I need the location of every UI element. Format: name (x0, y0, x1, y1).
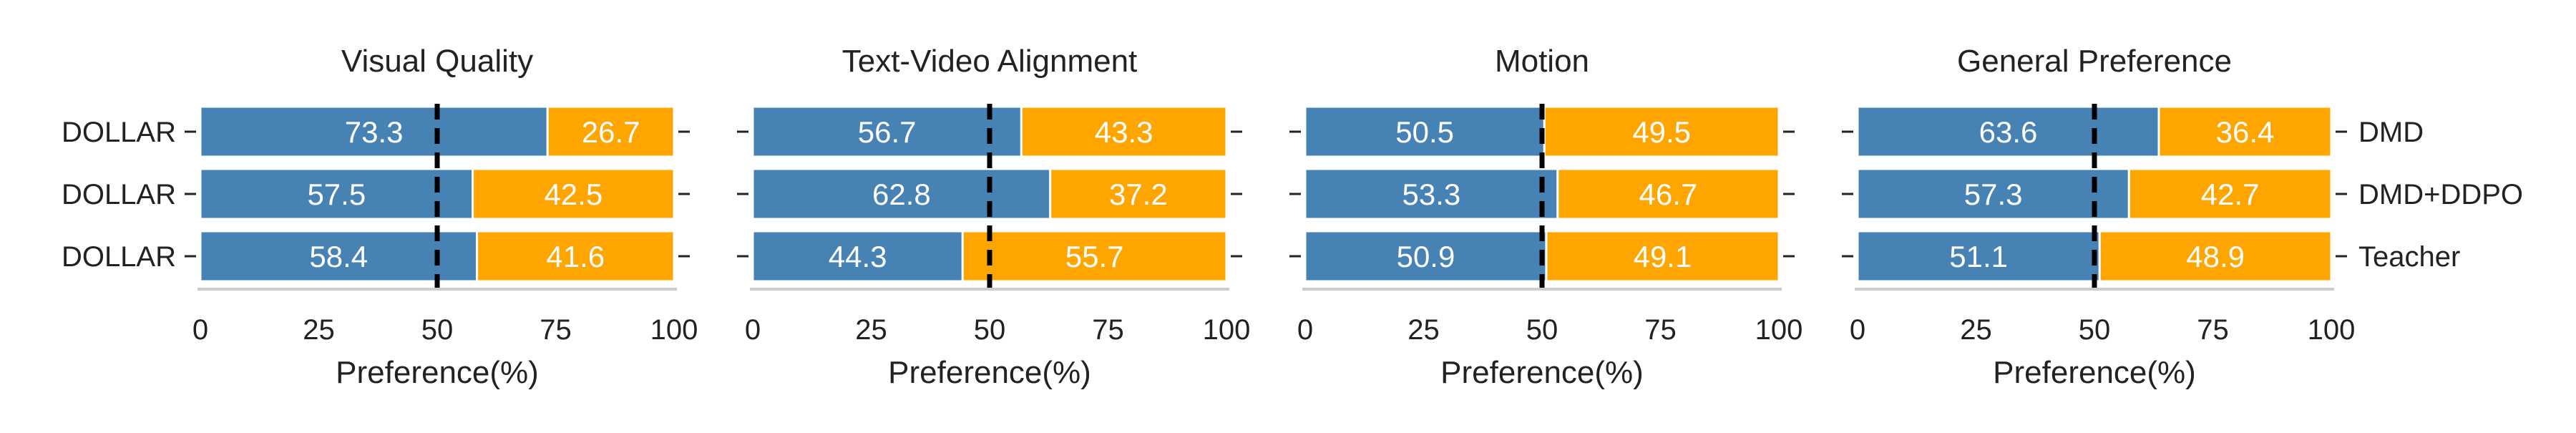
panel-title: General Preference (1957, 44, 2232, 79)
bar-segment-a (199, 105, 549, 158)
chart-panel-2: Text-Video Alignment 56.7 43.3 62.8 37.2 44.3… (737, 44, 1250, 390)
data-label-b: 55.7 (1065, 240, 1124, 273)
bar-segment-b (2098, 230, 2333, 283)
x-tick-label: 75 (1644, 314, 1677, 346)
data-label-b: 26.7 (582, 115, 640, 149)
x-tick-label: 75 (540, 314, 572, 346)
x-tick-label: 50 (2079, 314, 2111, 346)
row-label-right: DMD (2358, 117, 2424, 148)
bar-segment-a (1304, 230, 1548, 283)
chart-panel-3: Motion 50.5 49.5 53.3 46.7 50.9 49.1 0 25 50 75 100… (1289, 44, 1802, 390)
bar-segment-a (751, 230, 964, 283)
x-tick-label: 25 (855, 314, 887, 346)
bar-segment-a (751, 167, 1052, 220)
panel-title: Text-Video Alignment (842, 44, 1138, 79)
data-label-b: 42.7 (2201, 177, 2260, 211)
bar-segment-a (1304, 167, 1559, 220)
chart-panel-1: Visual Quality 73.3 26.7 DOLLAR 57.5 42.5 DOLL… (62, 44, 698, 390)
row-label-left: DOLLAR (62, 241, 176, 273)
x-tick-label: 50 (1526, 314, 1558, 346)
x-axis-label: Preference(%) (336, 355, 539, 390)
panel-title: Visual Quality (341, 44, 533, 79)
data-label-a: 50.9 (1397, 240, 1455, 273)
x-tick-label: 100 (1203, 314, 1251, 346)
data-label-b: 46.7 (1639, 177, 1698, 211)
data-label-a: 51.1 (1949, 240, 2008, 273)
x-axis-label: Preference(%) (888, 355, 1091, 390)
bar-segment-b (2127, 167, 2333, 220)
data-label-b: 36.4 (2216, 115, 2275, 149)
data-label-a: 44.3 (829, 240, 887, 273)
x-tick-label: 75 (2197, 314, 2229, 346)
x-axis-label: Preference(%) (1440, 355, 1644, 390)
data-label-b: 48.9 (2186, 240, 2245, 273)
chart-panel-4: General Preference 63.6 36.4 DMD 57.3 42.7 DMD… (1842, 44, 2523, 390)
bar-segment-a (1856, 167, 2130, 220)
x-tick-label: 100 (2308, 314, 2356, 346)
data-label-a: 62.8 (872, 177, 931, 211)
data-label-b: 41.6 (546, 240, 605, 273)
x-tick-label: 25 (1407, 314, 1440, 346)
data-label-b: 49.1 (1634, 240, 1692, 273)
data-label-b: 37.2 (1109, 177, 1168, 211)
bar-segment-b (546, 105, 675, 158)
data-label-b: 42.5 (544, 177, 602, 211)
data-label-a: 56.7 (858, 115, 917, 149)
x-tick-label: 100 (650, 314, 698, 346)
bar-segment-b (1543, 105, 1780, 158)
x-tick-label: 0 (192, 314, 208, 346)
bar-segment-a (1304, 105, 1546, 158)
bar-segment-a (1856, 230, 2101, 283)
row-label-right: DMD+DDPO (2358, 179, 2523, 210)
data-label-a: 73.3 (345, 115, 404, 149)
bar-segment-b (1049, 167, 1228, 220)
data-label-b: 49.5 (1632, 115, 1691, 149)
x-tick-label: 0 (1297, 314, 1313, 346)
bar-segment-a (199, 167, 474, 220)
x-tick-label: 25 (303, 314, 335, 346)
data-label-a: 58.4 (309, 240, 368, 273)
bar-segment-b (1545, 230, 1780, 283)
bar-segment-b (472, 167, 675, 220)
x-tick-label: 25 (1960, 314, 1992, 346)
bar-segment-b (476, 230, 675, 283)
x-axis-label: Preference(%) (1993, 355, 2196, 390)
data-label-a: 50.5 (1395, 115, 1454, 149)
x-tick-label: 0 (745, 314, 761, 346)
x-tick-label: 50 (974, 314, 1006, 346)
panel-title: Motion (1495, 44, 1589, 79)
data-label-a: 57.5 (307, 177, 366, 211)
row-label-left: DOLLAR (62, 117, 176, 148)
data-label-a: 57.3 (1964, 177, 2023, 211)
data-label-a: 63.6 (1979, 115, 2038, 149)
x-tick-label: 75 (1092, 314, 1124, 346)
bar-segment-b (961, 230, 1228, 283)
x-tick-label: 0 (1850, 314, 1865, 346)
data-label-a: 53.3 (1402, 177, 1461, 211)
x-tick-label: 100 (1755, 314, 1803, 346)
bar-segment-b (2157, 105, 2333, 158)
bar-segment-b (1556, 167, 1780, 220)
data-label-b: 43.3 (1095, 115, 1153, 149)
bar-segment-b (1020, 105, 1228, 158)
bar-segment-a (751, 105, 1023, 158)
row-label-left: DOLLAR (62, 179, 176, 210)
row-label-right: Teacher (2358, 241, 2460, 273)
x-tick-label: 50 (421, 314, 454, 346)
